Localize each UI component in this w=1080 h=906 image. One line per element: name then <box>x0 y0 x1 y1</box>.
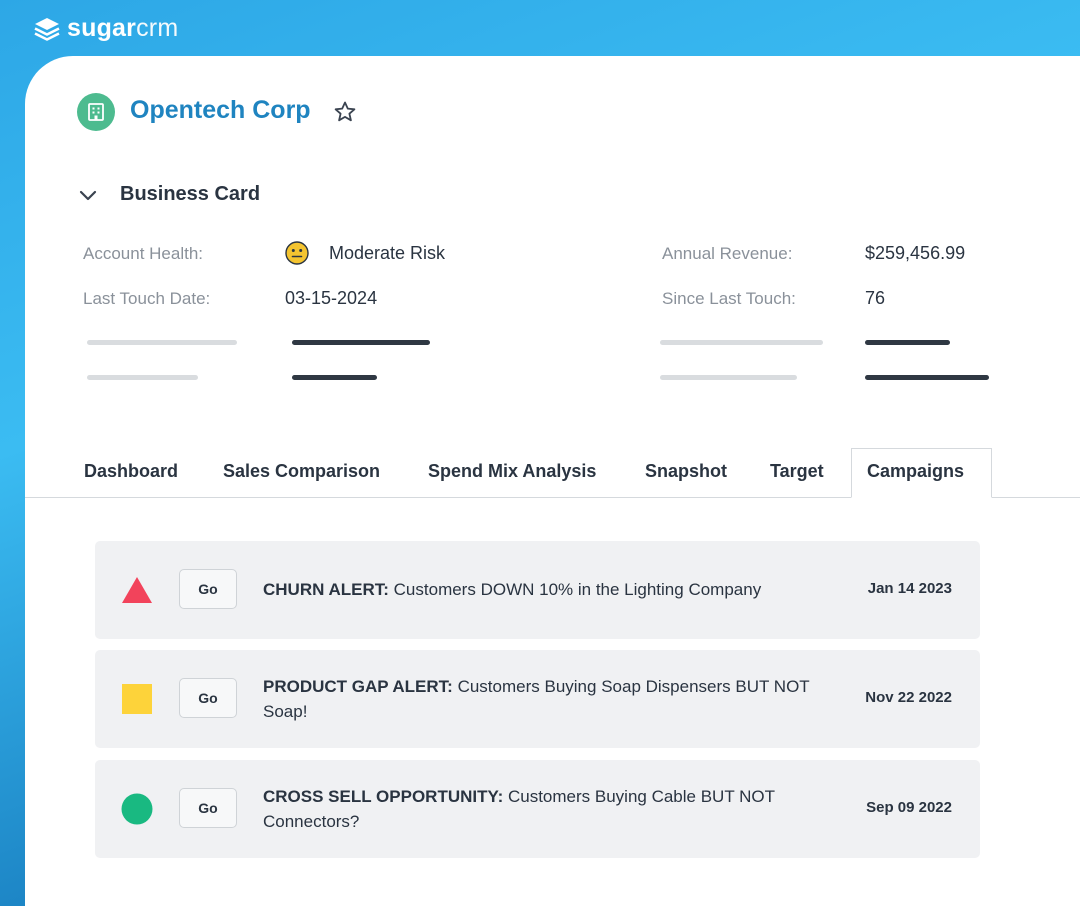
go-button[interactable]: Go <box>179 569 237 609</box>
alert-row-churn: Go CHURN ALERT: Customers DOWN 10% in th… <box>95 541 980 639</box>
tab-campaigns[interactable]: Campaigns <box>851 448 992 498</box>
placeholder-value-line <box>865 375 989 380</box>
sugarcrm-logo[interactable]: sugarcrm <box>33 14 178 43</box>
account-health-label: Account Health: <box>83 244 204 263</box>
annual-revenue-label: Annual Revenue: <box>662 244 793 263</box>
yellow-square-icon <box>122 684 152 714</box>
alert-message: CROSS SELL OPPORTUNITY: Customers Buying… <box>263 787 775 831</box>
placeholder-label-line <box>660 375 797 380</box>
go-button[interactable]: Go <box>179 788 237 828</box>
since-last-touch-label: Since Last Touch: <box>662 289 796 308</box>
alert-row-product-gap: Go PRODUCT GAP ALERT: Customers Buying S… <box>95 650 980 748</box>
alert-message: CHURN ALERT: Customers DOWN 10% in the L… <box>263 580 762 599</box>
alert-date: Nov 22 2022 <box>865 689 952 706</box>
account-record-card: Opentech Corp Business Card Account Heal… <box>25 56 1080 906</box>
last-touch-date-label: Last Touch Date: <box>83 289 211 308</box>
top-bar: sugarcrm <box>0 0 1080 56</box>
neutral-face-icon <box>285 241 309 265</box>
alert-date: Jan 14 2023 <box>867 580 952 597</box>
building-icon <box>77 93 115 131</box>
tab-dashboard[interactable]: Dashboard <box>84 461 179 481</box>
logo-wordmark: sugarcrm <box>67 14 179 42</box>
business-card-title: Business Card <box>120 183 261 205</box>
account-health-value: Moderate Risk <box>329 243 446 263</box>
alert-message: PRODUCT GAP ALERT: Customers Buying Soap… <box>263 677 810 721</box>
favorite-star-icon[interactable] <box>333 100 357 124</box>
placeholder-value-line <box>292 375 377 380</box>
tab-snapshot[interactable]: Snapshot <box>645 461 728 481</box>
record-tabs: Dashboard Sales Comparison Spend Mix Ana… <box>25 448 1080 498</box>
placeholder-label-line <box>660 340 823 345</box>
green-circle-icon <box>121 793 153 825</box>
red-triangle-icon <box>122 577 152 603</box>
tab-target[interactable]: Target <box>770 461 824 481</box>
chevron-down-icon[interactable] <box>77 184 99 206</box>
account-name-title: Opentech Corp <box>130 96 311 124</box>
tab-spend-mix-analysis[interactable]: Spend Mix Analysis <box>428 461 597 481</box>
alert-date: Sep 09 2022 <box>866 799 952 816</box>
go-button[interactable]: Go <box>179 678 237 718</box>
placeholder-label-line <box>87 340 237 345</box>
placeholder-label-line <box>87 375 198 380</box>
placeholder-value-line <box>292 340 430 345</box>
tab-sales-comparison[interactable]: Sales Comparison <box>223 461 381 481</box>
annual-revenue-value: $259,456.99 <box>865 243 966 263</box>
stack-logo-icon <box>34 17 60 41</box>
placeholder-value-line <box>865 340 950 345</box>
alert-row-cross-sell: Go CROSS SELL OPPORTUNITY: Customers Buy… <box>95 760 980 858</box>
last-touch-date-value: 03-15-2024 <box>285 288 378 308</box>
since-last-touch-value: 76 <box>865 288 886 308</box>
